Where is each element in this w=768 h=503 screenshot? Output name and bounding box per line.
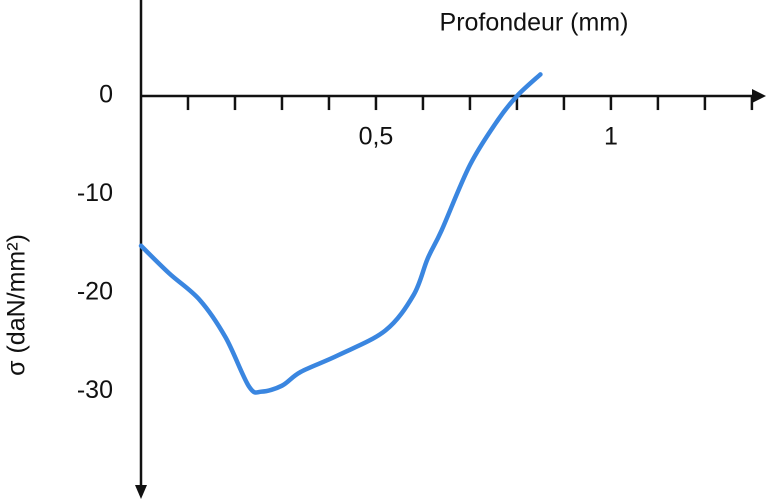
data-line <box>138 72 543 395</box>
x-tick-label: 0,5 <box>359 123 394 151</box>
y-tick-label: -20 <box>77 278 113 306</box>
y-tick-label: -30 <box>77 376 113 404</box>
y-axis-arrow <box>135 485 147 499</box>
x-tick-label: 1 <box>604 123 618 151</box>
x-axis-label: Profondeur (mm) <box>440 9 629 37</box>
y-tick-label: 0 <box>99 81 113 109</box>
y-tick-label: -10 <box>77 179 113 207</box>
x-axis-arrow <box>752 89 766 104</box>
y-axis-label: σ (daN/mm²) <box>3 234 31 376</box>
